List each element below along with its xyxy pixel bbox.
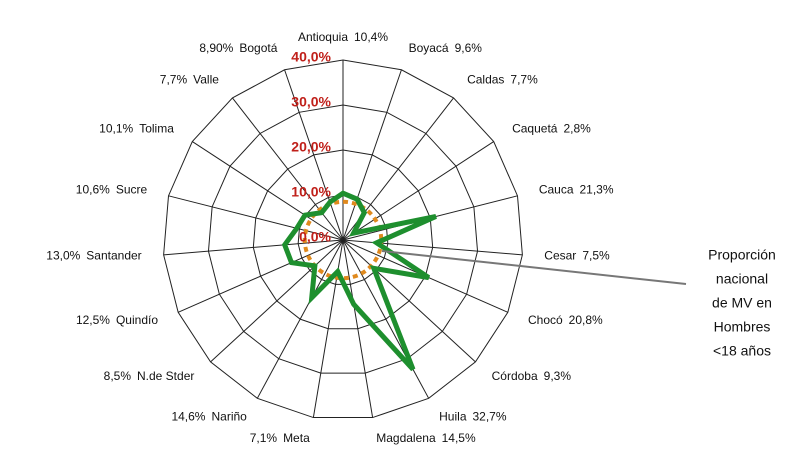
label-part: Boyacá <box>409 41 449 55</box>
spoke <box>342 239 476 363</box>
r-tick-label: 40,0% <box>291 49 331 65</box>
annotation: Hombres <box>714 319 771 335</box>
label-part: Quindío <box>116 313 158 327</box>
label-part: 9,3% <box>544 369 572 383</box>
category-label: 10,6% Sucre <box>76 183 148 197</box>
category-label: Caquetá 2,8% <box>512 122 591 136</box>
category-label: 14,6% Nariño <box>171 410 247 424</box>
label-part: 7,5% <box>582 249 610 263</box>
label-part: 2,8% <box>563 122 591 136</box>
spoke <box>284 69 344 241</box>
label-part: Chocó <box>528 313 563 327</box>
label-part: 7,7% <box>160 73 188 87</box>
category-label: 13,0% Santander <box>46 249 141 263</box>
label-part: 13,0% <box>46 249 80 263</box>
category-label: Boyacá 9,6% <box>409 41 483 55</box>
label-part: 32,7% <box>473 410 507 424</box>
label-part: 12,5% <box>76 313 110 327</box>
category-label: 12,5% Quindío <box>76 313 158 327</box>
spoke <box>232 97 344 241</box>
spoke <box>342 239 374 418</box>
grid-ring <box>163 59 523 419</box>
label-part: Caquetá <box>512 122 558 136</box>
label-part: Cauca <box>539 183 574 197</box>
label-part: Cesar <box>544 249 576 263</box>
category-label: Caldas 7,7% <box>467 73 538 87</box>
category-label: Cesar 7,5% <box>544 249 610 263</box>
r-tick-label: 0,0% <box>299 229 331 245</box>
label-part: Córdoba <box>492 369 538 383</box>
label-part: Meta <box>283 431 310 445</box>
category-label: Magdalena 14,5% <box>376 431 476 445</box>
annotation: <18 años <box>713 343 771 359</box>
category-label: 7,7% Valle <box>160 73 219 87</box>
category-label: 8,90% Bogotá <box>199 41 277 55</box>
label-part: 14,6% <box>171 410 205 424</box>
label-part: 10,6% <box>76 183 110 197</box>
category-label: Córdoba 9,3% <box>492 369 572 383</box>
spoke <box>192 141 344 241</box>
series-line <box>281 190 437 372</box>
label-part: 8,90% <box>199 41 233 55</box>
label-part: 10,1% <box>99 122 133 136</box>
grid-ring <box>252 149 434 330</box>
spoke <box>163 239 344 256</box>
label-part: Nariño <box>211 410 247 424</box>
label-part: Bogotá <box>239 41 277 55</box>
label-part: N.de Stder <box>137 369 194 383</box>
spoke <box>210 239 344 363</box>
category-label: 10,1% Tolima <box>99 122 174 136</box>
category-label: Chocó 20,8% <box>528 313 603 327</box>
label-part: 7,7% <box>510 73 538 87</box>
label-part: Caldas <box>467 73 504 87</box>
label-part: 14,5% <box>442 431 476 445</box>
annotation: de MV en <box>712 295 772 311</box>
label-part: Valle <box>193 73 219 87</box>
spoke <box>256 239 344 399</box>
grid-ring <box>207 104 479 374</box>
category-label: 8,5% N.de Stder <box>104 369 195 383</box>
label-part: 21,3% <box>580 183 614 197</box>
label-part: 8,5% <box>104 369 132 383</box>
label-part: Huila <box>439 410 467 424</box>
spoke <box>177 239 344 313</box>
label-part: 9,6% <box>455 41 483 55</box>
label-part: Sucre <box>116 183 148 197</box>
label-part: 7,1% <box>250 431 278 445</box>
label-part: Antioquia <box>298 30 348 44</box>
label-part: Tolima <box>139 122 174 136</box>
category-label: Antioquia 10,4% <box>298 30 388 44</box>
label-part: Magdalena <box>376 431 436 445</box>
r-tick-label: 20,0% <box>291 139 331 155</box>
category-label: 7,1% Meta <box>250 431 310 445</box>
r-tick-label: 10,0% <box>291 184 331 200</box>
label-part: 20,8% <box>569 313 603 327</box>
spoke <box>168 195 344 241</box>
spoke <box>342 239 430 399</box>
annotation: Proporción <box>708 247 776 263</box>
spoke <box>342 69 402 241</box>
label-part: Santander <box>86 249 141 263</box>
category-label: Huila 32,7% <box>439 410 507 424</box>
spoke <box>342 141 494 241</box>
annotation-line <box>381 250 687 285</box>
category-label: Cauca 21,3% <box>539 183 614 197</box>
annotation: nacional <box>716 271 768 287</box>
r-tick-label: 30,0% <box>291 94 331 110</box>
label-part: 10,4% <box>354 30 388 44</box>
